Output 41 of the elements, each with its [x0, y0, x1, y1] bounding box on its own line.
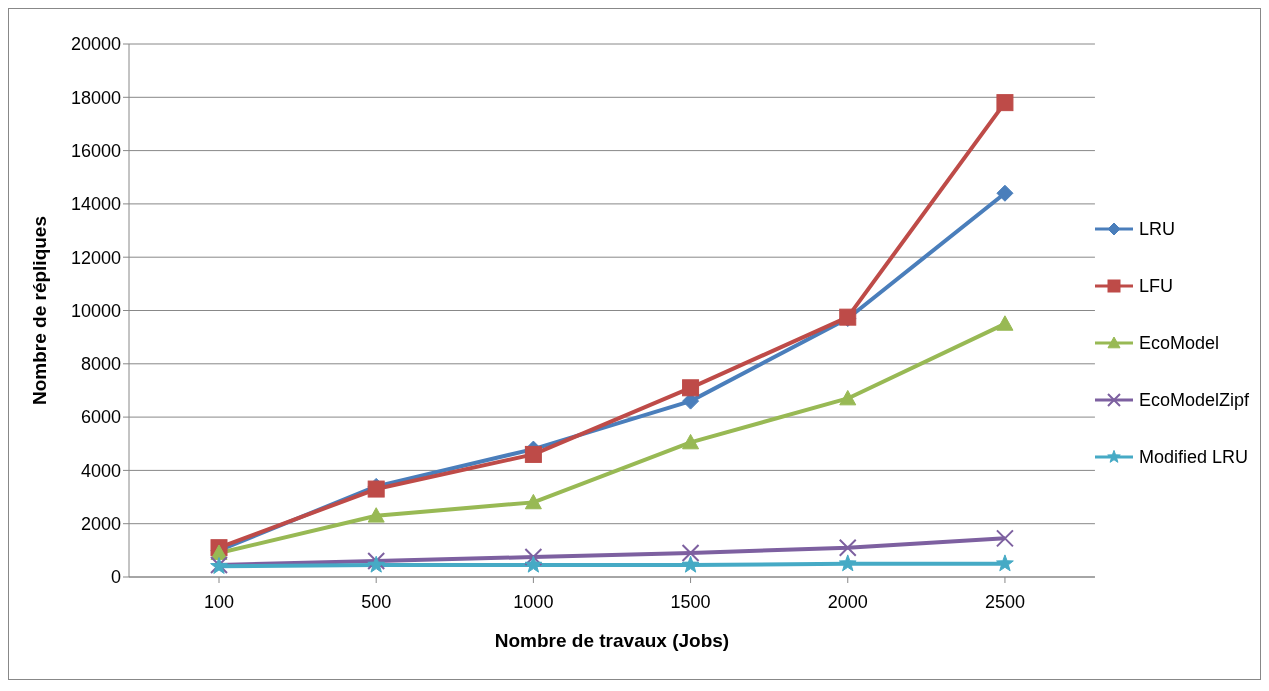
point	[524, 548, 543, 567]
y-tick-label: 18000	[70, 87, 121, 108]
legend-label: Modified LRU	[1138, 446, 1248, 468]
point	[839, 389, 857, 406]
y-axis-title: Nombre de répliques	[28, 216, 50, 405]
y-tick-label: 14000	[70, 194, 121, 215]
y-tick-label: 0	[110, 567, 121, 588]
y-tick-label: 16000	[70, 140, 121, 161]
legend-label: LFU	[1138, 275, 1173, 297]
y-tick-label: 8000	[80, 354, 121, 375]
y-tick-label: 12000	[70, 247, 121, 268]
x-tick-label: 2000	[827, 591, 868, 612]
x-tick-label: 1000	[513, 591, 554, 612]
y-tick-label: 4000	[80, 460, 121, 481]
point	[996, 315, 1014, 331]
point	[524, 555, 543, 573]
legend-label: LRU	[1138, 218, 1175, 240]
point	[996, 554, 1014, 572]
point	[682, 433, 700, 450]
point	[524, 445, 542, 463]
point	[838, 538, 857, 557]
x-tick-label: 100	[203, 591, 235, 612]
point	[996, 184, 1014, 202]
point	[995, 529, 1014, 548]
y-tick-label: 10000	[70, 300, 121, 321]
point	[367, 507, 385, 523]
x-tick-label: 2500	[984, 591, 1025, 612]
y-tick-label: 2000	[80, 514, 121, 535]
x-tick-label: 1500	[670, 591, 711, 612]
x-tick-label: 500	[361, 591, 392, 612]
legend-label: EcoModelZipf	[1138, 389, 1249, 411]
x-axis-title: Nombre de travaux (Jobs)	[494, 630, 730, 651]
point	[524, 493, 542, 510]
y-tick-label: 6000	[80, 407, 121, 428]
point	[838, 554, 857, 572]
point	[996, 94, 1014, 112]
point	[682, 379, 700, 397]
point	[681, 544, 700, 563]
y-tick-label: 20000	[70, 34, 121, 55]
legend-label: EcoModel	[1138, 332, 1219, 354]
point	[681, 555, 700, 573]
